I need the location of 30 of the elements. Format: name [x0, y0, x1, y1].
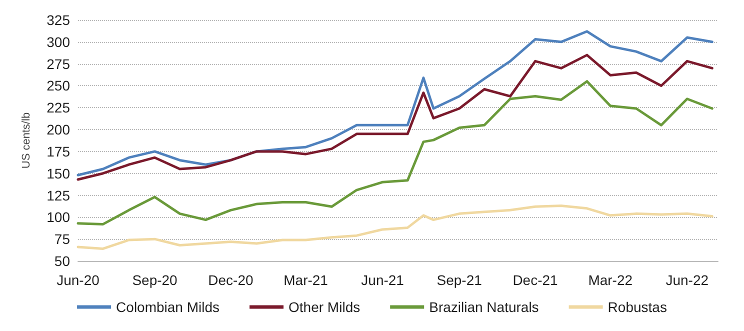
line-series	[76, 54, 714, 181]
legend-label: Colombian Milds	[116, 299, 220, 315]
line-series	[76, 80, 714, 226]
legend-label: Brazilian Naturals	[429, 299, 539, 315]
x-tick-label: Mar-21	[284, 272, 328, 288]
x-tick-label: Sep-21	[436, 272, 482, 288]
x-tick-label: Jun-21	[361, 272, 404, 288]
y-tick-label: 125	[46, 187, 70, 204]
y-tick-label: 325	[46, 12, 70, 28]
line-series	[76, 30, 714, 176]
y-tick-label: 150	[46, 165, 70, 182]
legend-label: Other Milds	[288, 299, 360, 315]
y-tick-label: 175	[46, 143, 70, 160]
legend-label: Robustas	[608, 299, 667, 315]
x-tick-label: Dec-21	[512, 272, 558, 288]
y-tick-label: 100	[46, 209, 70, 226]
line-series	[76, 204, 714, 250]
y-axis-title: US cents/lb	[20, 112, 32, 169]
x-tick-label: Dec-20	[208, 272, 254, 288]
y-tick-label: 200	[46, 122, 70, 138]
y-tick-label: 225	[46, 100, 70, 116]
x-tick-label: Mar-22	[588, 272, 633, 288]
y-tick-label: 50	[54, 253, 70, 269]
x-tick-label: Jun-20	[56, 272, 100, 288]
x-tick-label: Sep-20	[132, 272, 178, 288]
y-tick-label: 250	[46, 78, 70, 94]
y-tick-label: 275	[46, 56, 70, 72]
y-tick-label: 75	[54, 231, 70, 248]
y-tick-label: 300	[46, 34, 70, 50]
x-tick-label: Jun-22	[666, 272, 709, 288]
